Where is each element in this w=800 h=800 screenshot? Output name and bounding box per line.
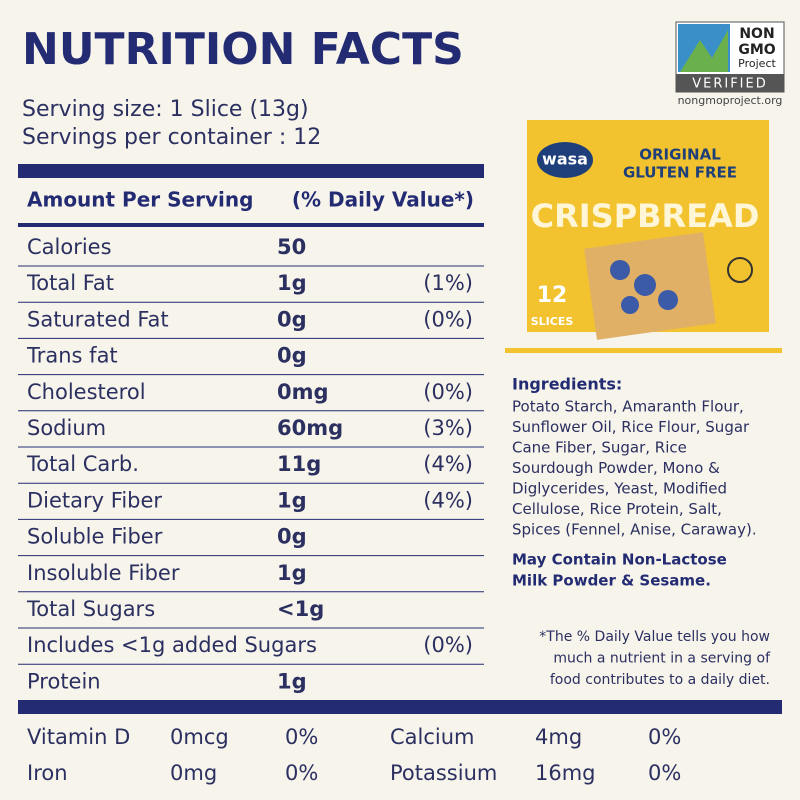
berry [621, 296, 639, 314]
ingredients-line: Potato Starch, Amaranth Flour, [512, 398, 744, 416]
nutrient-amount: 50 [277, 235, 306, 259]
vitamin-cell: 0% [285, 761, 318, 785]
ingredients-line: Cane Fiber, Sugar, Rice [512, 439, 687, 457]
nutrient-amount: 0g [277, 344, 307, 368]
ingredients-line: Cellulose, Rice Protein, Salt, [512, 500, 722, 518]
logo-text: GMO [738, 42, 775, 58]
product-name: CRISPBREAD [531, 197, 760, 235]
vitamin-cell: 0mg [170, 761, 217, 785]
berry [610, 260, 630, 280]
nutrient-name: Protein [27, 669, 101, 693]
vitamin-cell: 4mg [535, 725, 582, 749]
daily-value: (3%) [423, 416, 473, 440]
nutrient-name: Total Carb. [26, 452, 139, 476]
nutrient-amount: 0g [277, 525, 307, 549]
berry [658, 290, 678, 310]
nutrient-name: Calories [27, 235, 112, 259]
nutrient-amount: 0mg [277, 380, 329, 404]
ingredients-line: Diglycerides, Yeast, Modified [512, 480, 727, 498]
vitamin-cell: Calcium [390, 725, 475, 749]
vitamin-cell: 0mcg [170, 725, 229, 749]
nutrient-name: Total Fat [26, 271, 114, 295]
nutrient-name: Soluble Fiber [27, 525, 163, 549]
logo-text: Project [738, 57, 776, 70]
count-unit: SLICES [531, 315, 574, 328]
daily-value: (4%) [423, 488, 473, 512]
logo-url: nongmoproject.org [678, 94, 783, 107]
table-header: (% Daily Value*) [292, 188, 474, 212]
vitamin-cell: Vitamin D [27, 725, 130, 749]
product-line: GLUTEN FREE [623, 164, 737, 182]
logo-verified: VERIFIED [692, 77, 768, 92]
table-header: Amount Per Serving [27, 188, 253, 212]
brand-badge [537, 142, 593, 178]
footnote-line: *The % Daily Value tells you how [539, 629, 770, 645]
nutrient-name: Trans fat [26, 344, 118, 368]
nutrient-amount: 1g [277, 561, 307, 585]
logo-leaf [680, 30, 728, 72]
nutrient-amount: 1g [277, 669, 307, 693]
nutrient-amount: 1g [277, 271, 307, 295]
nutrient-name: Total Sugars [26, 597, 155, 621]
daily-value: (1%) [423, 271, 473, 295]
ingredients-label: Ingredients: [512, 375, 622, 394]
vitamin-cell: 16mg [535, 761, 596, 785]
daily-value: (4%) [423, 452, 473, 476]
serving-size: Serving size: 1 Slice (13g) [22, 97, 309, 122]
rule-yellow [505, 348, 782, 353]
daily-value: (0%) [423, 633, 473, 657]
vitamin-cell: 0% [648, 725, 681, 749]
allergen-line: Milk Powder & Sesame. [512, 572, 711, 590]
count: 12 [537, 283, 568, 308]
daily-value: (0%) [423, 380, 473, 404]
nutrient-name: Dietary Fiber [27, 488, 162, 512]
title: NUTRITION FACTS [22, 24, 464, 75]
daily-value: (0%) [423, 307, 473, 331]
servings-per-container: Servings per container : 12 [22, 125, 321, 150]
nutrient-amount: 60mg [277, 416, 343, 440]
product-line: ORIGINAL [639, 146, 721, 164]
nutrient-name: Sodium [27, 416, 106, 440]
vitamin-cell: Iron [27, 761, 68, 785]
footnote-line: food contributes to a daily diet. [550, 672, 770, 688]
rule-thick [18, 164, 484, 178]
rule [18, 223, 484, 227]
gf-icon [727, 257, 753, 283]
nutrient-amount: <1g [277, 597, 324, 621]
content: Calories 50 Total Fat 1g (1%) Saturated Fat 0g… [18, 235, 771, 785]
nutrient-amount: 11g [277, 452, 321, 476]
nutrient-name: Insoluble Fiber [27, 561, 180, 585]
non-gmo-logo: NON GMO Project VERIFIED nongmoproject.o… [675, 21, 785, 107]
brand: wasa [542, 150, 588, 169]
product-image: wasa ORIGINAL GLUTEN FREE CRISPBREAD 12 … [527, 120, 769, 340]
vitamin-cell: 0% [285, 725, 318, 749]
ingredients-line: Sunflower Oil, Rice Flour, Sugar [512, 418, 750, 436]
nutrient-name: Cholesterol [27, 380, 146, 404]
nutrient-amount: 0g [277, 307, 307, 331]
logo-band [676, 74, 784, 92]
nutrient-name: Saturated Fat [27, 307, 169, 331]
rule-thick [18, 700, 782, 714]
nutrient-amount: 1g [277, 488, 307, 512]
berry [634, 274, 656, 296]
ingredients-line: Sourdough Powder, Mono & [512, 459, 720, 477]
ingredients-line: Spices (Fennel, Anise, Caraway). [512, 521, 757, 539]
allergen-line: May Contain Non-Lactose [512, 551, 727, 569]
vitamin-cell: Potassium [390, 761, 497, 785]
vitamin-cell: 0% [648, 761, 681, 785]
footnote-line: much a nutrient in a serving of [553, 651, 771, 667]
logo-text: NON [739, 26, 774, 42]
nutrient-name: Includes <1g added Sugars [27, 633, 317, 657]
